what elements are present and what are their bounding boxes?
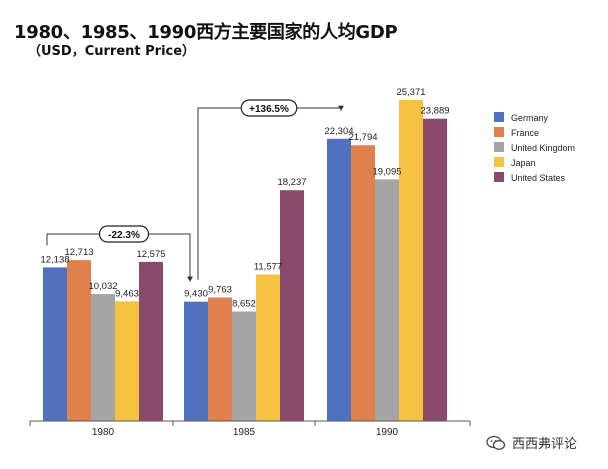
x-tick-label: 1985 [233,427,256,438]
bar-germany-1990 [327,138,351,421]
growth-annotation: +136.5% [197,99,344,280]
data-label: 12,713 [64,247,93,258]
data-label: 12,138 [40,254,69,265]
bar-japan-1990 [399,99,423,422]
growth-annotation: -22.3% [46,225,193,282]
legend-swatch [494,112,504,122]
legend-swatch [494,127,504,137]
annotation-label: +136.5% [249,104,289,115]
legend-label: France [511,128,539,138]
bar-united-kingdom-1990 [375,179,399,421]
data-label: 12,575 [136,249,165,260]
bar-france-1985 [208,297,232,421]
legend-item: United Kingdom [494,142,575,153]
data-label: 25,371 [396,87,425,98]
bar-united-states-1980 [139,261,163,421]
legend-label: Japan [511,158,536,168]
data-label: 9,430 [184,289,208,300]
annotation-pill [98,225,150,243]
legend-label: Germany [511,113,549,123]
legend-label: United States [511,173,566,183]
chart-title: 1980、1985、1990西方主要国家的人均GDP [14,22,398,43]
bar-japan-1980 [115,301,139,421]
legend-swatch [494,142,504,152]
annotation-arrow [187,276,193,282]
legend-swatch [494,157,504,167]
legend-item: France [494,127,539,138]
annotation-pill [240,99,298,117]
legend-label: United Kingdom [511,143,575,153]
data-label: 21,794 [348,132,377,143]
watermark: 西西弗评论 [486,433,577,452]
legend-item: Japan [494,157,536,168]
watermark-text: 西西弗评论 [512,437,578,452]
annotation-arrow [338,105,344,111]
data-label: 19,095 [372,166,401,177]
data-label: 10,032 [88,281,117,292]
bar-germany-1985 [184,301,208,421]
annotation-connector [197,107,342,280]
legend-item: Germany [494,112,549,123]
data-label: 8,652 [232,299,256,310]
x-tick-label: 1990 [376,427,399,438]
wechat-icon [486,435,506,450]
data-label: 18,237 [277,177,306,188]
bar-united-states-1985 [280,190,304,421]
data-label: 9,463 [115,288,139,299]
annotation-label: -22.3% [108,230,140,241]
data-label: 22,304 [324,126,353,137]
chart-subtitle: （USD，Current Price） [28,44,196,59]
bar-united-kingdom-1980 [91,294,115,421]
bar-germany-1980 [43,267,67,421]
legend-item: United States [494,172,566,183]
bar-japan-1985 [256,274,280,421]
legend-swatch [494,172,504,182]
bar-france-1990 [351,145,375,421]
bar-france-1980 [67,260,91,421]
bar-united-states-1990 [423,118,447,421]
data-label: 11,577 [254,262,282,273]
data-label: 9,763 [208,284,232,295]
x-tick-label: 1980 [92,427,115,438]
data-label: 23,889 [420,106,449,117]
bar-united-kingdom-1985 [232,311,256,421]
